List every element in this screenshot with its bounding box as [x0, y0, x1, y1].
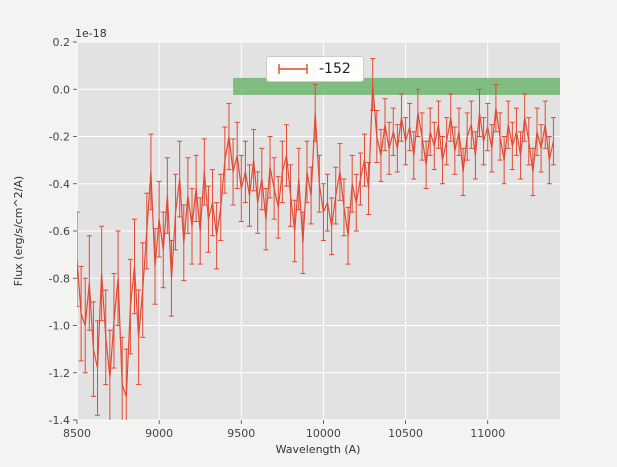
y-tick-label: -0.8 — [49, 272, 70, 285]
y-tick-label: 0.2 — [53, 36, 71, 49]
y-tick-label: -0.2 — [49, 131, 70, 144]
y-tick-label: 0.0 — [53, 83, 71, 96]
x-tick-label: 9500 — [227, 427, 255, 440]
y-tick-label: -1.2 — [49, 367, 70, 380]
x-axis-label: Wavelength (A) — [276, 443, 361, 456]
legend: -152 — [266, 56, 364, 82]
y-axis-offset-label: 1e-18 — [75, 27, 107, 40]
axis-ticks: 8500 9000 9500 10000 10500 11000 -1.4 -1.2 -1.0 -… — [49, 36, 506, 440]
x-tick-label: 10500 — [388, 427, 423, 440]
x-tick-label: 10000 — [306, 427, 341, 440]
x-tick-label: 8500 — [63, 427, 91, 440]
errorbar-icon — [278, 64, 308, 74]
y-tick-label: -1.4 — [49, 414, 70, 427]
y-tick-label: -0.4 — [49, 178, 70, 191]
y-tick-label: -1.0 — [49, 320, 70, 333]
errorbar-series — [77, 58, 556, 420]
x-tick-label: 11000 — [470, 427, 505, 440]
series-line — [77, 84, 554, 397]
y-axis-label: Flux (erg/s/cm^2/A) — [12, 176, 25, 286]
y-tick-label: -0.6 — [49, 225, 70, 238]
x-tick-label: 9000 — [145, 427, 173, 440]
legend-label: -152 — [319, 61, 351, 77]
